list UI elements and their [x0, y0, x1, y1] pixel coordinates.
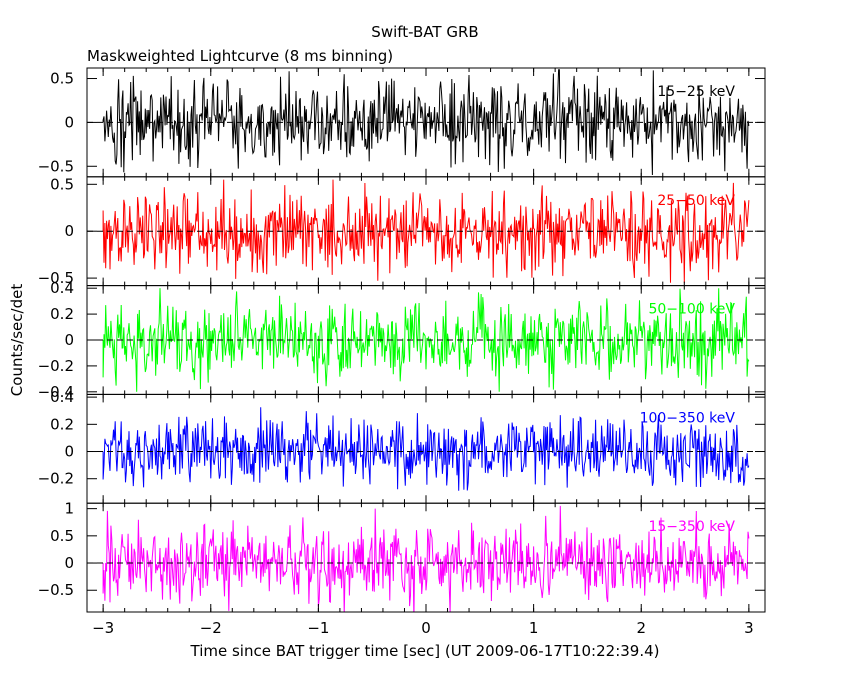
- y-tick-label: −0.5: [38, 157, 74, 175]
- y-tick-label: 0.5: [50, 527, 74, 545]
- x-tick-label: 1: [529, 619, 539, 637]
- y-tick-label: −0.2: [38, 357, 74, 375]
- y-tick-label: 0: [64, 331, 74, 349]
- y-tick-label: 0.5: [50, 175, 74, 193]
- x-tick-label: 2: [636, 619, 646, 637]
- x-tick-label: 0: [421, 619, 431, 637]
- y-tick-label: 0: [64, 222, 74, 240]
- panel-15-350-kev: −0.5 0 0.5 1 15−350 keV −3 −2 −1 0 1 2 3: [38, 500, 766, 637]
- y-tick-label: 0.2: [50, 305, 74, 323]
- band-label: 100−350 keV: [640, 410, 736, 426]
- panel-100-350-kev: −0.2 0 0.2 0.4 100−350 keV: [38, 388, 766, 504]
- y-tick-label: 0.5: [50, 70, 74, 88]
- x-tick-label: 3: [744, 619, 754, 637]
- x-tick-label: −2: [200, 619, 222, 637]
- y-tick-label: −0.5: [38, 581, 74, 599]
- chart-subtitle: Maskweighted Lightcurve (8 ms binning): [87, 47, 393, 65]
- panel-50-100-kev: −0.4 −0.2 0 0.2 0.4 50−100 keV: [38, 279, 766, 401]
- x-tick-label: −1: [307, 619, 329, 637]
- y-tick-label: −0.4: [38, 383, 74, 401]
- y-tick-label: 0: [64, 554, 74, 572]
- panel-15-25-kev: −0.5 0 0.5 15−25 keV: [38, 67, 766, 178]
- x-axis-label: Time since BAT trigger time [sec] (UT 20…: [190, 642, 660, 660]
- band-label: 15−350 keV: [648, 519, 735, 535]
- panels-group: −0.500.515−25 keV−0.500.525−50 keV−0.4−0…: [38, 67, 766, 637]
- series-line: [102, 179, 750, 283]
- y-tick-label: −0.2: [38, 470, 74, 488]
- x-tick-label: −3: [92, 619, 114, 637]
- series-line: [102, 69, 750, 176]
- band-label: 15−25 keV: [657, 84, 735, 100]
- y-tick-label: 0.4: [50, 388, 74, 406]
- chart-title: Swift-BAT GRB: [371, 23, 478, 41]
- series-line: [102, 505, 750, 613]
- band-label: 50−100 keV: [648, 302, 735, 318]
- y-axis-label: Counts/sec/det: [8, 284, 26, 397]
- y-tick-label: 1: [64, 500, 74, 518]
- series-line: [102, 288, 750, 392]
- y-tick-label: −0.5: [38, 269, 74, 287]
- panel-25-50-kev: −0.5 0 0.5 25−50 keV: [38, 175, 766, 287]
- band-label: 25−50 keV: [657, 193, 735, 209]
- y-tick-label: 0: [64, 443, 74, 461]
- y-tick-label: 0: [64, 113, 74, 131]
- y-tick-label: 0.2: [50, 415, 74, 433]
- y-tick-label: 0.4: [50, 279, 74, 297]
